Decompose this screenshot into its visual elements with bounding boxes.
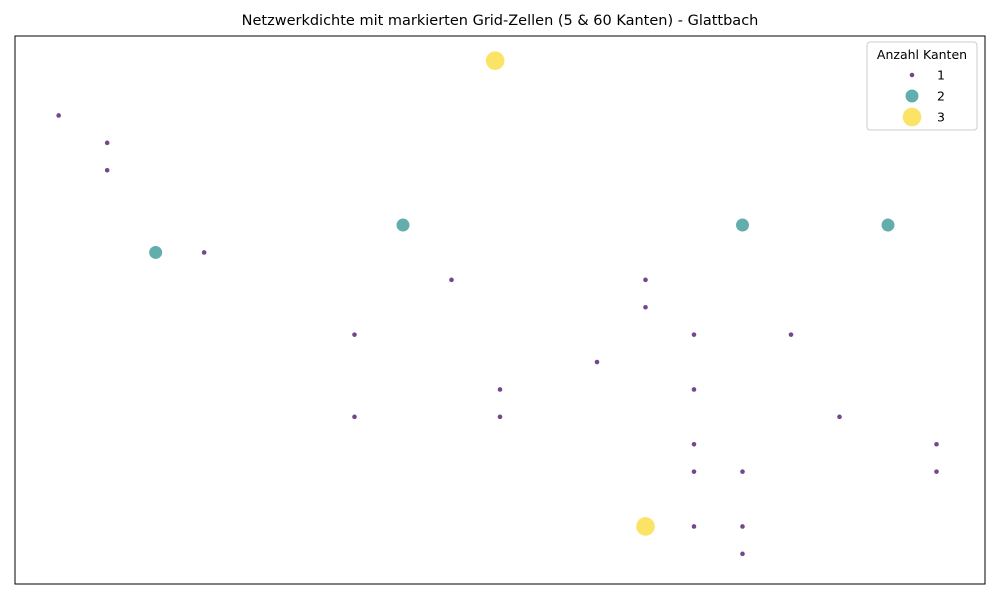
data-point: [691, 387, 697, 392]
data-point: [788, 332, 794, 337]
legend-label: 1: [937, 68, 945, 83]
data-point: [149, 245, 163, 259]
legend-title: Anzahl Kanten: [877, 47, 967, 62]
legend-marker: [902, 107, 922, 127]
data-point: [104, 167, 110, 173]
data-point: [485, 51, 505, 70]
data-point: [352, 332, 357, 337]
data-point: [691, 524, 697, 529]
data-point: [934, 469, 939, 474]
data-point: [352, 414, 357, 420]
data-point: [643, 304, 648, 310]
legend: Anzahl Kanten 1 2 3: [866, 41, 978, 131]
data-point: [636, 517, 655, 536]
data-point: [740, 524, 745, 529]
data-point: [497, 414, 503, 420]
data-point: [497, 387, 503, 392]
data-point: [201, 250, 207, 255]
data-point: [934, 441, 939, 447]
data-point: [740, 469, 745, 474]
legend-label: 2: [937, 89, 945, 104]
data-point: [594, 359, 600, 365]
data-point: [104, 140, 110, 146]
legend-box: [866, 41, 978, 131]
data-point: [881, 218, 895, 232]
data-point: [740, 551, 745, 557]
data-point: [691, 469, 697, 474]
data-point: [691, 332, 697, 337]
legend-label: 3: [937, 110, 945, 125]
data-point: [449, 277, 454, 283]
data-point: [736, 218, 749, 232]
points-layer: [56, 51, 939, 557]
data-point: [396, 218, 410, 232]
legend-marker: [909, 72, 915, 78]
data-point: [837, 414, 842, 420]
legend-entries: 1 2 3: [902, 68, 945, 127]
plot-frame: [14, 35, 986, 585]
chart-title: Netzwerkdichte mit markierten Grid-Zelle…: [241, 13, 759, 29]
data-point: [691, 441, 697, 447]
data-point: [56, 113, 61, 118]
data-point: [643, 277, 648, 283]
legend-marker: [905, 89, 919, 103]
